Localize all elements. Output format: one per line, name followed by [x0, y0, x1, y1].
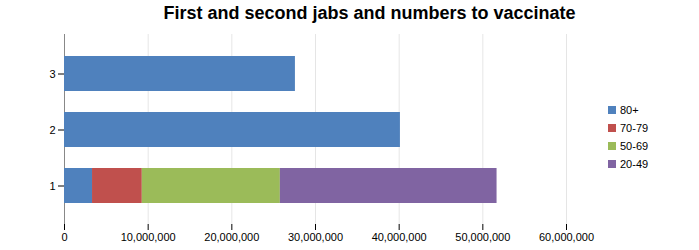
html-text:50-69: 50-69 [620, 140, 649, 152]
svg-text:40,000,000: 40,000,000 [372, 231, 427, 243]
svg-text:1: 1 [49, 180, 55, 192]
html-text:80+: 80+ [620, 104, 639, 116]
svg-text:3: 3 [49, 68, 55, 80]
html-text:First and second jabs and numb: First and second jabs and numbers to vac… [163, 3, 576, 23]
html-text:20-49: 20-49 [620, 158, 649, 170]
svg-text:10,000,000: 10,000,000 [121, 231, 176, 243]
svg-text:20,000,000: 20,000,000 [204, 231, 259, 243]
svg-text:60,000,000: 60,000,000 [539, 231, 594, 243]
html-text:70-79: 70-79 [620, 122, 649, 134]
svg-text:30,000,000: 30,000,000 [288, 231, 343, 243]
svg-text:50,000,000: 50,000,000 [455, 231, 510, 243]
svg-text:2: 2 [49, 124, 55, 136]
svg-text:0: 0 [61, 231, 67, 243]
